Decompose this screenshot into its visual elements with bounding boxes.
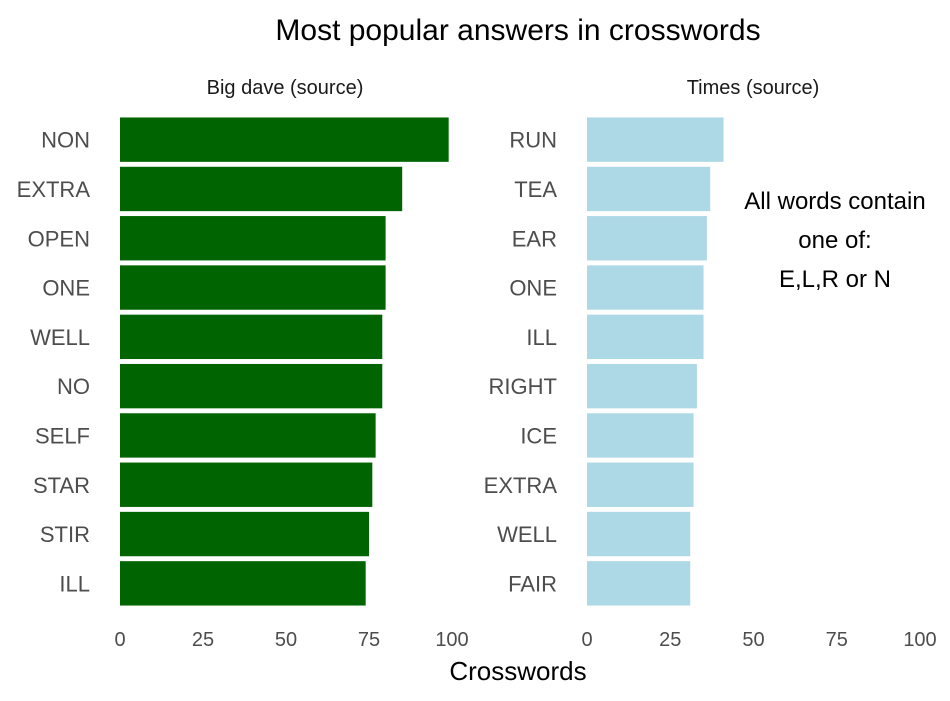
annotation-line-3: E,L,R or N [779,266,891,293]
bar-self [120,413,376,458]
annotation-line-1: All words contain [744,188,925,215]
category-label-run: RUN [509,128,557,153]
annotation: All words contain one of: E,L,R or N [744,188,925,293]
x-tick-label: 25 [659,629,681,651]
bar-stir [120,511,369,557]
chart-title: Most popular answers in crosswords [275,14,760,47]
category-label-fair: FAIR [508,571,557,596]
bar-extra [120,166,403,212]
bar-open [120,216,386,261]
x-tick-label: 25 [192,629,214,651]
bar-ear [587,216,707,261]
category-label-well: WELL [497,522,557,547]
panel-times: Times (source) RUN TEA EAR ONE ILL RIGHT ICE EX… [484,77,937,651]
bar-ice [587,413,694,458]
facet-label-times: Times (source) [687,77,820,99]
x-tick-label: 100 [435,629,468,651]
annotation-line-2: one of: [798,227,871,254]
category-label-ice: ICE [520,423,557,448]
category-label-stir: STIR [40,522,90,547]
category-label-ear: EAR [512,226,557,251]
category-label-open: OPEN [28,226,90,251]
bar-ill [120,561,366,606]
bar-non [120,117,449,162]
category-label-star: STAR [33,473,90,498]
category-label-ill: ILL [526,325,557,350]
category-label-well: WELL [30,325,90,350]
category-label-ill: ILL [59,571,90,596]
bar-run [587,117,724,162]
category-label-tea: TEA [514,177,557,202]
panel-big-dave: Big dave (source) NON EXTRA OPEN ONE WELL NO S… [17,77,469,651]
bar-ill [587,314,704,360]
bar-one [587,265,704,310]
bar-tea [587,166,711,212]
x-tick-label: 75 [358,629,380,651]
bar-fair [587,561,691,606]
bar-one [120,265,386,310]
category-label-self: SELF [35,423,90,448]
category-label-non: NON [41,128,90,153]
category-label-right: RIGHT [489,374,557,399]
category-label-one: ONE [42,276,90,301]
x-tick-label: 0 [114,629,125,651]
bar-star [120,462,373,507]
bar-well [587,511,691,557]
category-label-extra: EXTRA [17,177,91,202]
category-label-no: NO [57,374,90,399]
x-tick-label: 100 [903,629,936,651]
x-tick-label: 0 [581,629,592,651]
bar-well [120,314,383,360]
category-label-extra: EXTRA [484,473,558,498]
x-tick-label: 75 [826,629,848,651]
x-axis-title: Crosswords [449,656,586,686]
category-label-one: ONE [509,276,557,301]
x-tick-label: 50 [742,629,764,651]
bar-no [120,363,383,409]
bar-extra [587,462,694,507]
x-tick-label: 50 [275,629,297,651]
facet-label-big-dave: Big dave (source) [207,77,364,99]
bar-right [587,363,697,409]
